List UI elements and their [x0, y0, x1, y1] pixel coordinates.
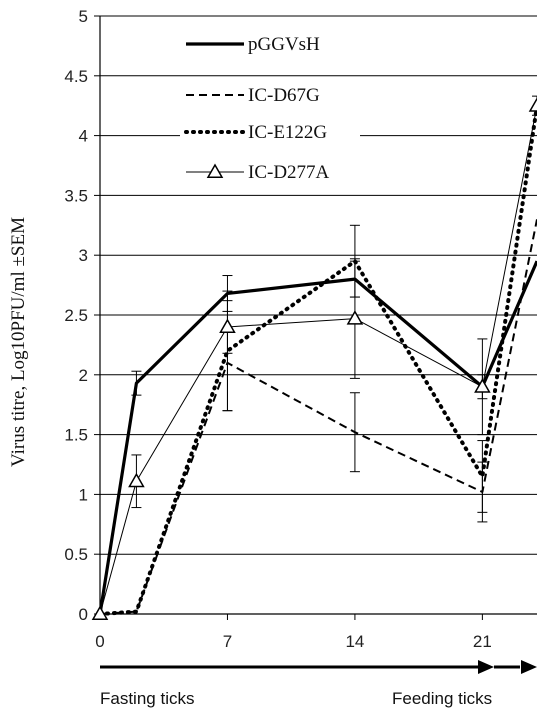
- legend-bg: [180, 156, 360, 186]
- y-tick-label: 3: [79, 246, 88, 265]
- x-tick-label: 7: [223, 632, 232, 651]
- legend-label: IC-D277A: [248, 162, 330, 183]
- y-tick-label: 0: [79, 605, 88, 624]
- data-point-triangle: [346, 310, 364, 325]
- data-point-triangle: [528, 97, 537, 112]
- timeline-arrow-head-2: [521, 660, 537, 674]
- y-tick-label: 5: [79, 7, 88, 26]
- y-tick-label: 4.5: [64, 67, 88, 86]
- legend-triangle-marker: [206, 163, 224, 178]
- grid-lines: [100, 15, 537, 555]
- legend-bg: [180, 79, 360, 109]
- data-point-triangle: [128, 472, 145, 488]
- axes: [94, 15, 537, 620]
- feeding-ticks-label: Feeding ticks: [392, 689, 492, 708]
- data-point-triangle: [91, 605, 109, 620]
- series-lines: [91, 95, 537, 620]
- series-line-pGGVsH: [98, 260, 537, 615]
- y-tick-label: 2.5: [64, 306, 88, 325]
- x-tick-label: 21: [473, 632, 492, 651]
- legend-label: IC-E122G: [248, 122, 327, 143]
- y-tick-label: 1.5: [64, 426, 88, 445]
- y-tick-label: 2: [79, 366, 88, 385]
- y-tick-labels: 0 0.5 1 1.5 2 2.5 3 3.5 4 4.5 5: [64, 7, 88, 624]
- timeline-arrow: [100, 660, 537, 674]
- series-line-IC-D67G: [99, 219, 537, 615]
- legend-label: IC-D67G: [248, 85, 320, 106]
- data-point-triangle: [219, 318, 236, 333]
- x-tick-label: 0: [95, 632, 104, 651]
- series-line-IC-D277A: [99, 105, 537, 615]
- legend-label: pGGVsH: [248, 34, 320, 55]
- series-IC-D277A: [91, 95, 537, 620]
- series-pGGVsH: [98, 260, 537, 615]
- legend-bg: [180, 116, 360, 146]
- timeline-arrow-head-1: [478, 660, 494, 674]
- fasting-ticks-label: Fasting ticks: [100, 689, 194, 708]
- legend: pGGVsH IC-D67G IC-E122G IC-D277A: [180, 28, 360, 186]
- x-tick-label: 14: [345, 632, 364, 651]
- data-point-triangle: [474, 378, 491, 393]
- y-tick-label: 4: [79, 127, 88, 146]
- x-tick-labels: 0 7 14 21: [95, 632, 492, 651]
- y-axis-label: Virus titre, Log10PFU/ml ±SEM: [8, 217, 29, 467]
- series-IC-D67G: [99, 219, 537, 615]
- y-tick-label: 3.5: [64, 186, 88, 205]
- y-tick-label: 1: [79, 485, 88, 504]
- series-line-IC-E122G: [98, 103, 537, 616]
- y-tick-label: 0.5: [64, 545, 88, 564]
